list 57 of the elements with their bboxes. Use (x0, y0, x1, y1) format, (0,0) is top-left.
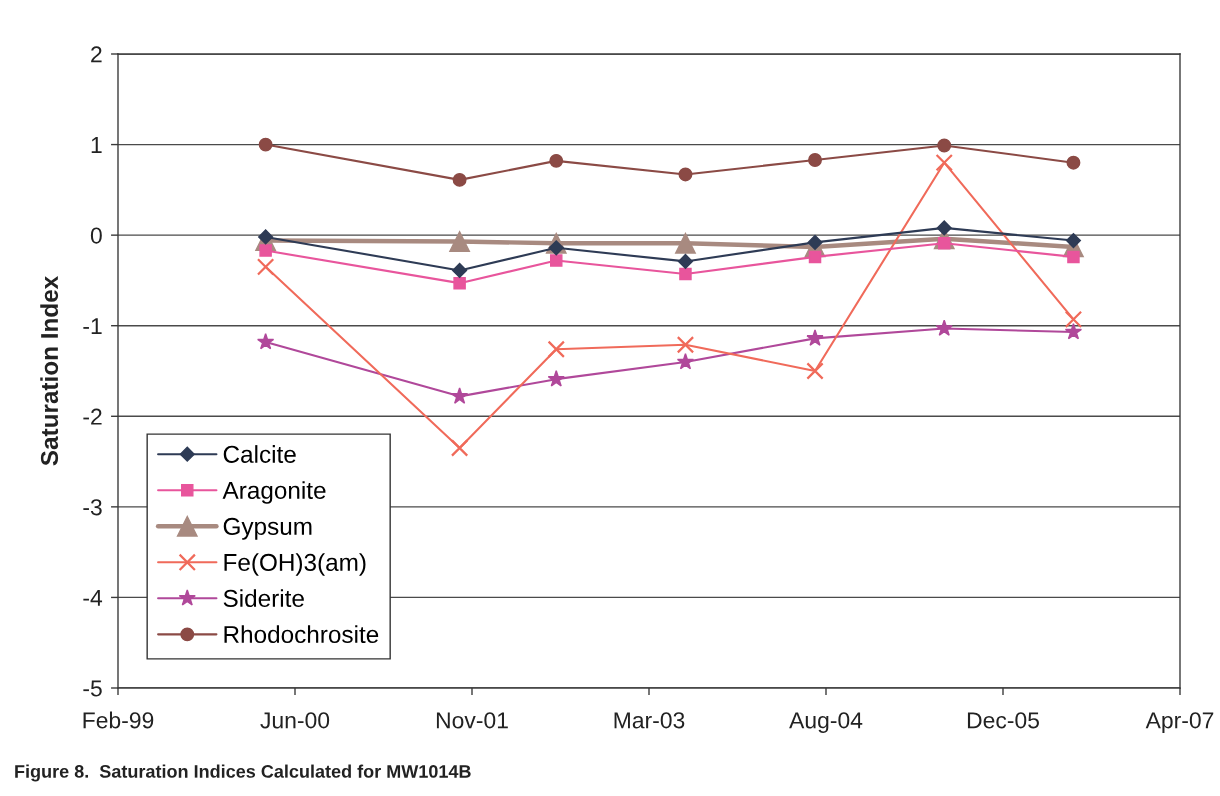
point (450, 387, 469, 404)
point (1067, 250, 1080, 264)
point (807, 234, 823, 250)
point (258, 137, 273, 152)
point (259, 244, 272, 257)
point (547, 340, 565, 359)
point (676, 335, 695, 354)
point (256, 258, 275, 276)
legend-label: Gypsum (223, 517, 312, 540)
point (449, 231, 471, 252)
point (676, 352, 695, 370)
point (452, 172, 467, 187)
y-tick-label: -2 (83, 408, 102, 425)
point (1064, 323, 1083, 340)
point (450, 439, 469, 457)
point (806, 362, 824, 380)
x-tick-label: Dec-05 (967, 712, 1039, 729)
point (452, 262, 468, 279)
legend-label: Aragonite (222, 481, 326, 504)
point (677, 253, 694, 269)
point (678, 167, 693, 182)
point (808, 250, 822, 264)
point (549, 153, 564, 168)
point (937, 138, 952, 153)
x-tick-label: Nov-01 (436, 712, 508, 729)
y-tick-label: -1 (83, 318, 102, 335)
point (806, 329, 824, 346)
point (935, 153, 953, 172)
point (679, 267, 692, 281)
point (808, 153, 822, 167)
y-tick-label: 2 (91, 46, 102, 63)
legend-label: Calcite (223, 445, 296, 463)
y-tick-label: -4 (83, 589, 103, 606)
point (550, 254, 563, 267)
point (256, 332, 275, 350)
point (936, 220, 952, 236)
x-tick-label: Jun-00 (260, 712, 330, 729)
legend-label: Siderite (223, 589, 304, 608)
text: Figure 8. Saturation Indices Calculated for MW1014B (15, 764, 471, 782)
y-tick-label: 0 (90, 227, 102, 244)
x-tick-label: Feb-99 (83, 711, 154, 729)
point (453, 276, 466, 290)
point (1066, 155, 1081, 170)
x-tick-label: Apr-07 (1145, 712, 1214, 733)
point (675, 232, 696, 254)
point (1064, 310, 1083, 329)
x-tick-label: Aug-04 (789, 712, 863, 733)
point (547, 370, 565, 387)
point (935, 319, 953, 336)
x-tick-label: Mar-03 (614, 712, 685, 729)
y-tick-label: -3 (83, 499, 102, 516)
legend-label: Rhodochrosite (224, 625, 379, 644)
y-axis-title: Saturation Index (40, 275, 59, 466)
legend-label: Fe(OH)3(am) (224, 553, 366, 576)
y-tick-label: 1 (91, 137, 102, 153)
y-tick-label: -5 (83, 680, 102, 697)
point (1065, 233, 1082, 249)
